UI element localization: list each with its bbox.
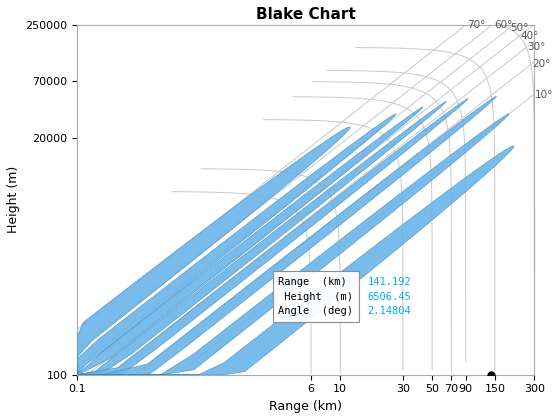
Text: 50°: 50° <box>510 23 529 33</box>
Polygon shape <box>77 97 496 375</box>
Polygon shape <box>77 146 514 375</box>
Title: Blake Chart: Blake Chart <box>256 7 356 22</box>
Polygon shape <box>77 107 423 375</box>
Text: 30°: 30° <box>528 42 546 52</box>
Polygon shape <box>77 114 396 375</box>
Polygon shape <box>77 127 350 375</box>
Polygon shape <box>77 114 509 375</box>
Text: 141.192
6506.45
2.14804: 141.192 6506.45 2.14804 <box>367 277 412 316</box>
Text: 70°: 70° <box>468 19 486 29</box>
Polygon shape <box>77 99 468 375</box>
Text: 40°: 40° <box>520 31 539 41</box>
Text: Range  (km)
 Height  (m)
Angle  (deg): Range (km) Height (m) Angle (deg) <box>278 277 353 316</box>
Text: 10°: 10° <box>535 90 553 100</box>
Text: 20°: 20° <box>532 59 550 69</box>
Y-axis label: Height (m): Height (m) <box>7 166 20 233</box>
X-axis label: Range (km): Range (km) <box>269 400 342 413</box>
Polygon shape <box>77 102 446 375</box>
Text: 60°: 60° <box>494 19 512 29</box>
